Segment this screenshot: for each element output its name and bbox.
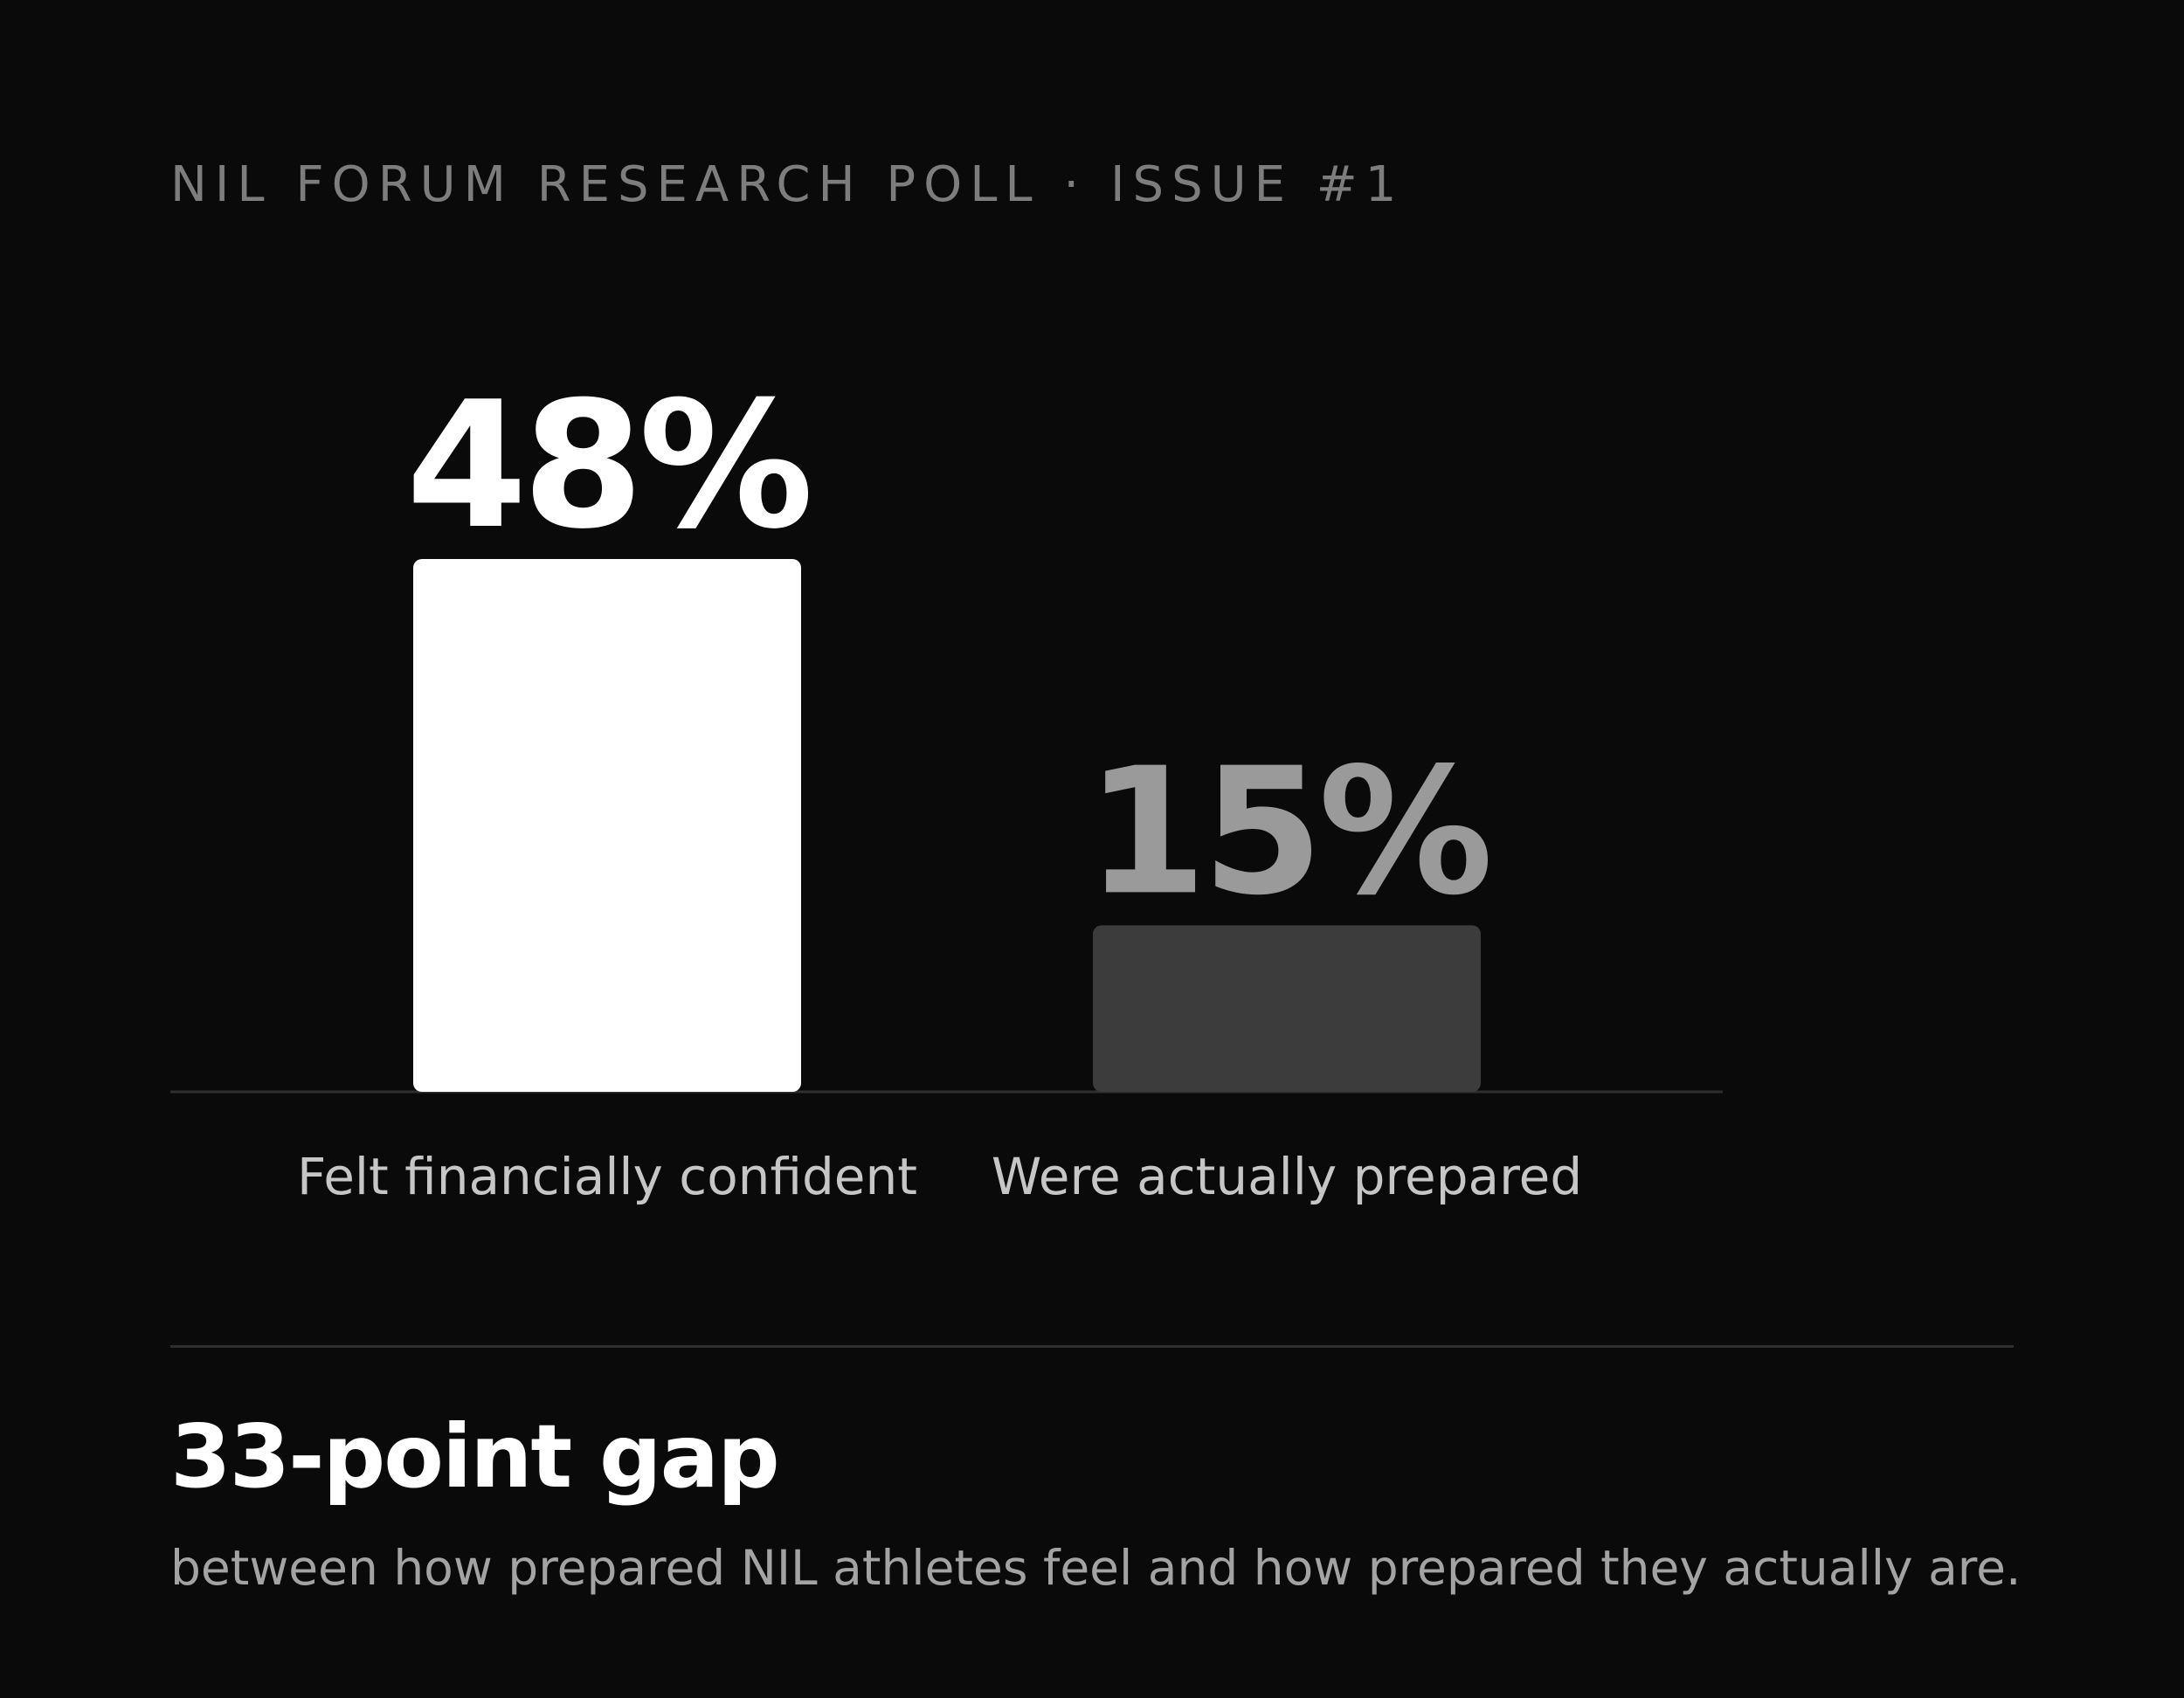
poll-eyebrow: NIL FORUM RESEARCH POLL · ISSUE #1 (170, 156, 1405, 213)
bar-2 (1093, 925, 1481, 1092)
bar-1 (413, 559, 801, 1092)
bar-value-label-1: 48% (406, 364, 809, 568)
gap-description: between how prepared NIL athletes feel a… (170, 1540, 2022, 1596)
category-label-1: Felt financially confident (297, 1147, 917, 1206)
bar-chart: 48% 15% (170, 364, 1723, 1094)
category-label-2: Were actually prepared (991, 1147, 1583, 1206)
section-divider (170, 1345, 2014, 1348)
gap-headline: 33-point gap (170, 1405, 780, 1508)
bar-value-label-2: 15% (1086, 730, 1489, 934)
